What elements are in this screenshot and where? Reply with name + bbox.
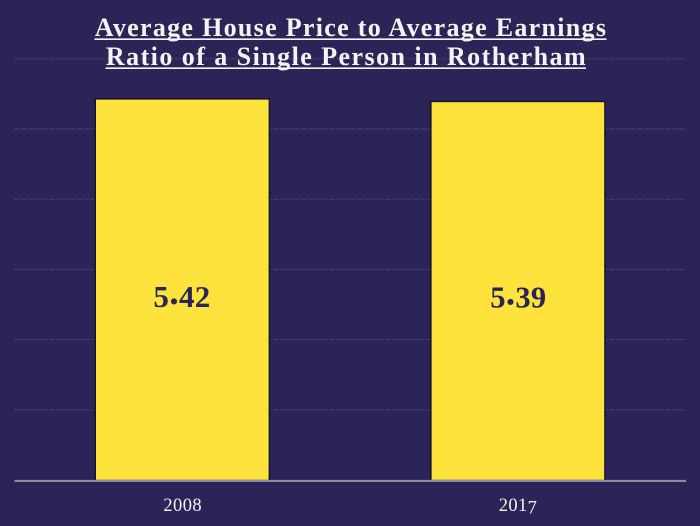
svg-text:2017: 2017 [499, 496, 538, 519]
svg-text:Average House Price to Average: Average House Price to Average Earnings [95, 13, 608, 42]
svg-text:2008: 2008 [163, 496, 202, 516]
svg-text:Ratio of a Single Person in Ro: Ratio of a Single Person in Rotherham [106, 42, 587, 71]
svg-text:5.42: 5.42 [153, 271, 210, 314]
